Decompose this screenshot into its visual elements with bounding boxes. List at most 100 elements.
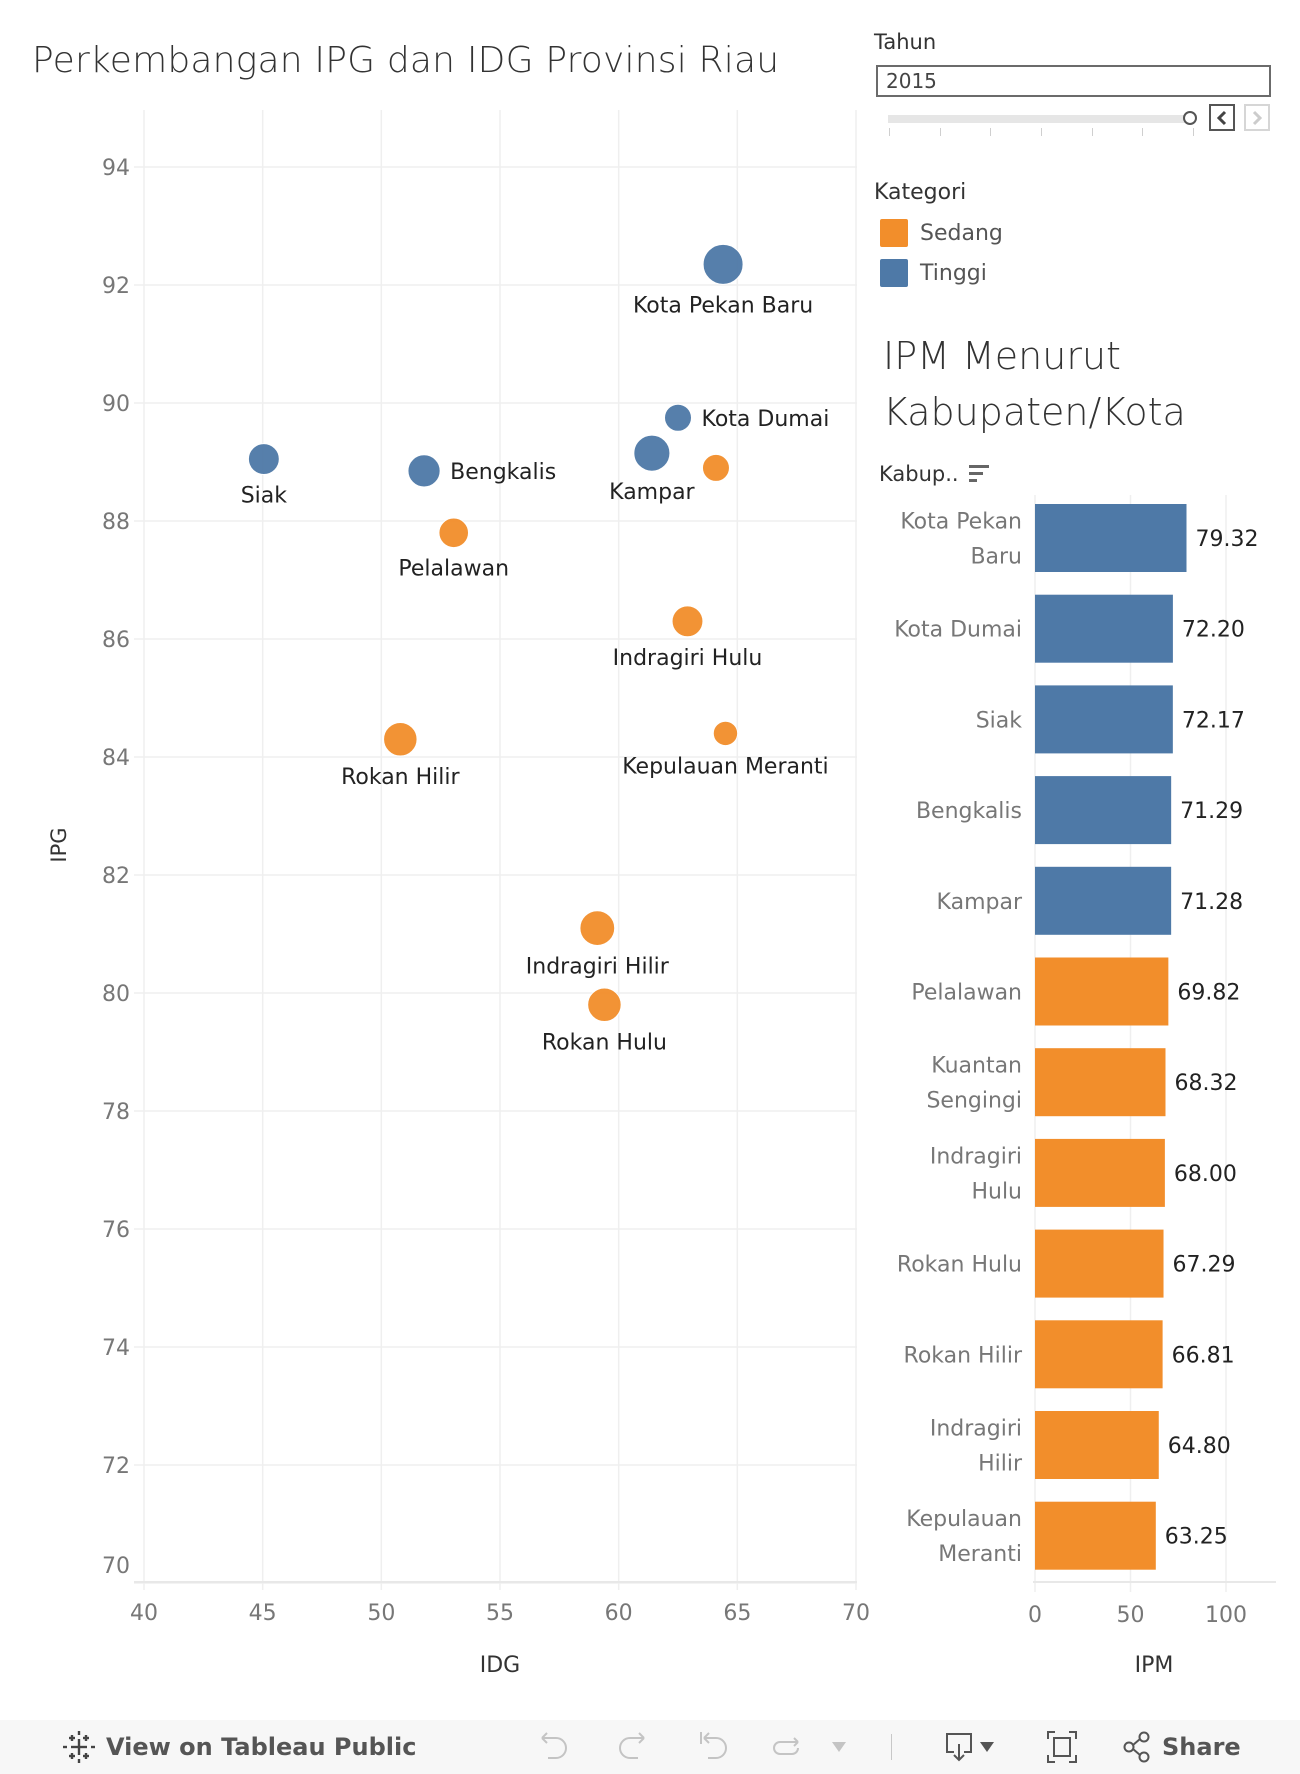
bar [1035,957,1169,1026]
scatter-point [702,243,744,285]
bar [1035,1138,1165,1207]
x-axis-title: IDG [480,1653,520,1678]
bar-category-label: Indragiri [930,1417,1022,1442]
legend-label: Tinggi [920,260,987,286]
refresh-button[interactable] [770,1720,804,1774]
bar-category-label: Hulu [971,1179,1022,1204]
slider-tick [1142,128,1144,136]
bar-value-label: 68.32 [1174,1071,1237,1096]
y-tick-label: 78 [102,1100,130,1125]
bar-x-axis-title: IPM [1135,1653,1174,1678]
undo-icon [541,1732,567,1759]
scatter-point [438,517,470,549]
next-year-button[interactable] [1244,104,1270,131]
year-slider-handle[interactable] [1183,111,1197,125]
sort-descending-icon[interactable] [968,465,989,483]
download-button[interactable] [944,1720,994,1774]
scatter-point-label: Kota Pekan Baru [633,293,813,318]
x-tick-label: 50 [367,1601,395,1626]
x-tick-label: 45 [249,1601,277,1626]
bar-category-label: Siak [976,708,1023,733]
bar-category-label: Baru [970,545,1022,570]
bar-category-label: Indragiri [930,1144,1022,1169]
bar-category-label: Sengingi [926,1089,1022,1114]
scatter-point [407,454,441,488]
bar-value-label: 71.29 [1180,799,1243,824]
x-tick-label: 55 [486,1601,514,1626]
bar-category-label: Kampar [937,890,1023,915]
bar-field-label: Kabup.. [879,462,959,486]
tableau-toolbar: View on Tableau Public Share [0,1720,1300,1774]
caret-down-icon [832,1742,846,1752]
bar-marks: 79.32 Kota Pekan Baru 72.20 Kota Dumai 72.17 S… [894,504,1258,1570]
legend-label: Sedang [920,220,1003,246]
bar [1035,1048,1166,1117]
scatter-point [587,987,622,1023]
view-on-tableau-public-link[interactable]: View on Tableau Public [62,1720,416,1774]
y-tick-label: 92 [102,274,130,299]
revert-button[interactable] [698,1720,728,1774]
tableau-logo-icon [63,1731,95,1763]
bar-category-label: Kuantan [931,1054,1022,1079]
bar-chart-title-line2: Kabupaten/Kota [883,390,1186,434]
y-tick-label: 90 [102,392,130,417]
bar-category-label: Meranti [938,1542,1022,1567]
bar-value-label: 67.29 [1173,1253,1236,1278]
bar-chart-title: IPM Menurut Kabupaten/Kota [883,328,1186,440]
slider-tick [1041,128,1042,136]
legend-swatch-sedang [880,219,908,247]
bar [1035,685,1173,754]
share-label: Share [1162,1733,1241,1761]
bar-category-label: Kota Dumai [894,618,1022,643]
bar-value-label: 66.81 [1172,1343,1235,1368]
slider-tick [990,128,992,136]
bar [1035,504,1187,572]
bar-category-label: Rokan Hilir [904,1343,1023,1368]
redo-icon [619,1732,645,1759]
y-tick-label: 86 [102,628,130,653]
bar [1035,1501,1156,1570]
view-on-tableau-label: View on Tableau Public [106,1733,417,1761]
bar-value-label: 72.20 [1182,618,1245,643]
bar-value-label: 68.00 [1174,1162,1237,1187]
previous-year-button[interactable] [1209,104,1235,131]
y-tick-label: 72 [102,1454,130,1479]
revert-icon [700,1732,727,1759]
undo-button[interactable] [538,1720,568,1774]
y-tick-label: 88 [102,510,130,535]
year-filter-label: Tahun [874,30,937,54]
redo-button[interactable] [618,1720,648,1774]
legend-item-sedang[interactable]: Sedang [880,219,1003,247]
bar-x-tick-label: 100 [1205,1603,1247,1628]
bar-field-header[interactable]: Kabup.. [879,462,989,486]
scatter-point-label: Indragiri Hulu [613,646,763,671]
x-tick-label: 60 [605,1601,633,1626]
scatter-point-label: Rokan Hulu [542,1031,667,1056]
slider-tick [1091,128,1093,136]
y-tick-label: 82 [102,864,130,889]
bar [1035,1320,1163,1389]
bar-value-label: 71.28 [1180,890,1243,915]
y-tick-label: 76 [102,1218,130,1243]
legend-item-tinggi[interactable]: Tinggi [880,259,987,287]
scatter-point [712,720,739,747]
fullscreen-button[interactable] [1046,1720,1078,1774]
charts-canvas: 40 45 50 55 60 65 70 70 72 74 76 78 80 82 84 86 88 90 92 94… [47,110,1276,1678]
chevron-right-icon [1252,110,1263,125]
legend-title: Kategori [874,180,967,205]
scatter-axes: 40 45 50 55 60 65 70 70 72 74 76 78 80 82 84 86 88 90 92 94… [47,156,870,1678]
bar [1035,1229,1164,1298]
legend-swatch-tinggi [880,259,908,287]
y-tick-label: 70 [102,1554,130,1579]
year-filter-input[interactable]: 2015 [876,65,1271,97]
share-button[interactable]: Share [1122,1720,1241,1774]
bar [1035,594,1173,663]
bar-x-tick-label: 50 [1117,1603,1145,1628]
scatter-point-label: Siak [241,484,288,509]
scatter-gridlines [134,110,857,1590]
bar-category-label: Kota Pekan [900,510,1022,535]
year-slider-track[interactable] [888,115,1190,123]
fullscreen-icon [1047,1731,1077,1763]
pause-dropdown-button[interactable] [832,1720,846,1774]
toolbar-divider [891,1734,892,1760]
